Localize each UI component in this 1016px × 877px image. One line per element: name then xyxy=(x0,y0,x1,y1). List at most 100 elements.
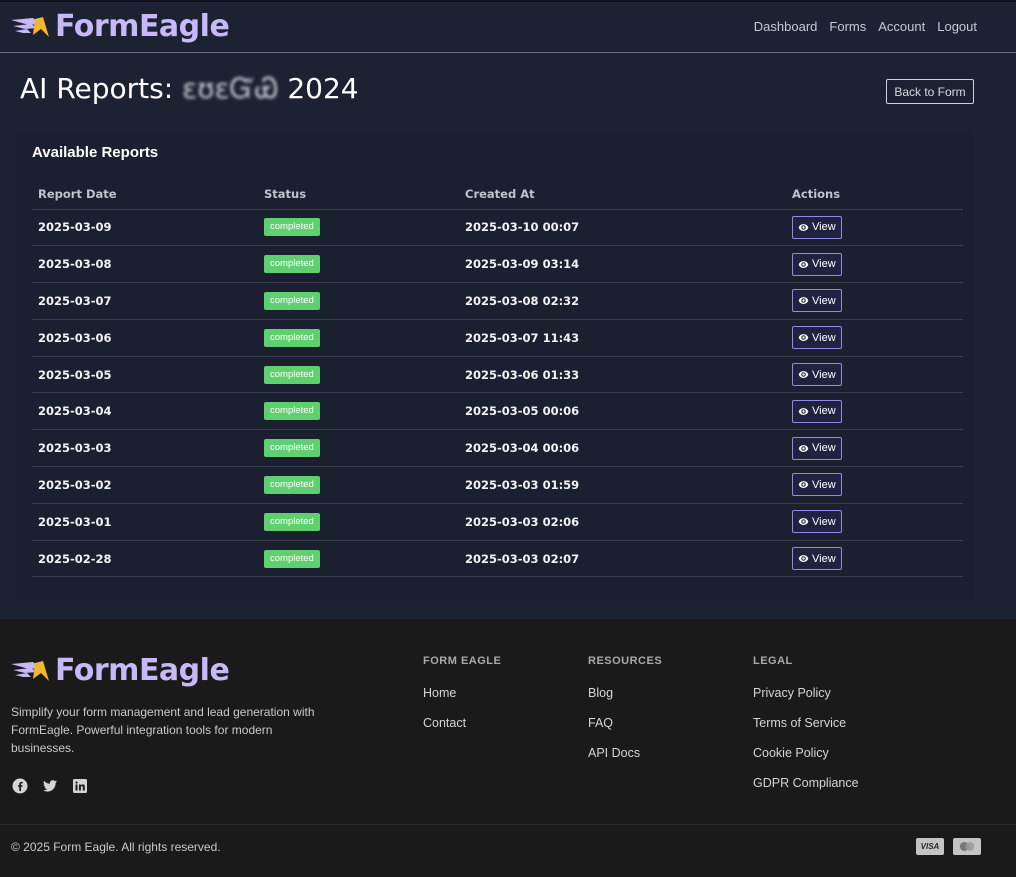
status-cell: completed xyxy=(258,392,459,431)
created-at-cell: 2025-03-09 03:14 xyxy=(459,245,786,284)
eye-icon xyxy=(798,518,809,526)
actions-cell: View xyxy=(786,503,963,541)
status-cell: completed xyxy=(258,245,459,284)
footer-description: Simplify your form management and lead g… xyxy=(11,705,315,755)
page-title-prefix: AI Reports: xyxy=(20,72,174,105)
footer-link-gdpr-compliance[interactable]: GDPR Compliance xyxy=(753,776,859,790)
actions-cell: View xyxy=(786,429,963,468)
view-button-label: View xyxy=(812,478,836,491)
nav-dashboard[interactable]: Dashboard xyxy=(753,19,818,34)
facebook-icon[interactable] xyxy=(11,777,28,794)
table-row: 2025-03-01 completed 2025-03-03 02:06 View xyxy=(32,503,963,541)
eye-icon xyxy=(798,297,809,305)
actions-cell: View xyxy=(786,392,963,431)
nav-forms[interactable]: Forms xyxy=(829,19,867,34)
table-row: 2025-03-04 completed 2025-03-05 00:06 View xyxy=(32,392,963,431)
eye-icon xyxy=(798,444,809,452)
status-cell: completed xyxy=(258,466,459,504)
view-button-label: View xyxy=(812,515,836,528)
page-title: AI Reports: ɛʊɛ᠍ᏳᏯ 2024 xyxy=(20,72,359,106)
eye-icon xyxy=(798,481,809,489)
footer-heading-form-eagle: FORM EAGLE xyxy=(423,655,502,667)
linkedin-icon[interactable] xyxy=(71,777,88,794)
status-badge: completed xyxy=(264,291,320,310)
view-report-button[interactable]: View xyxy=(792,473,842,497)
footer-column-form-eagle: FORM EAGLE Home Contact xyxy=(423,655,501,746)
view-report-button[interactable]: View xyxy=(792,399,842,423)
status-cell: completed xyxy=(258,429,459,468)
report-date-cell: 2025-03-01 xyxy=(32,503,258,541)
mastercard-icon xyxy=(953,838,981,855)
report-date-cell: 2025-03-03 xyxy=(32,429,258,468)
footer-link-privacy-policy[interactable]: Privacy Policy xyxy=(753,686,831,700)
actions-cell: View xyxy=(786,209,963,247)
view-report-button[interactable]: View xyxy=(792,252,842,276)
status-badge: completed xyxy=(264,549,320,568)
nav-logout[interactable]: Logout xyxy=(937,19,977,34)
status-cell: completed xyxy=(258,540,459,578)
footer-link-home[interactable]: Home xyxy=(423,686,457,700)
status-cell: completed xyxy=(258,319,459,357)
column-header-created-at: Created At xyxy=(459,180,786,210)
footer: FormEagle Simplify your form management … xyxy=(0,619,1016,877)
table-row: 2025-03-08 completed 2025-03-09 03:14 View xyxy=(32,245,963,284)
status-badge: completed xyxy=(264,365,320,384)
reports-heading: Available Reports xyxy=(32,144,159,161)
status-badge: completed xyxy=(264,218,320,237)
view-button-label: View xyxy=(812,221,836,234)
view-button-label: View xyxy=(812,552,836,565)
view-report-button[interactable]: View xyxy=(792,326,842,350)
actions-cell: View xyxy=(786,245,963,284)
eagle-logo-icon xyxy=(11,659,51,683)
view-report-button[interactable]: View xyxy=(792,510,842,534)
nav-account[interactable]: Account xyxy=(878,19,926,34)
view-button-label: View xyxy=(812,294,836,307)
table-row: 2025-03-02 completed 2025-03-03 01:59 View xyxy=(32,466,963,504)
view-report-button[interactable]: View xyxy=(792,547,842,571)
reports-table: Report Date Status Created At Actions 20… xyxy=(32,180,963,578)
actions-cell: View xyxy=(786,319,963,357)
column-header-report-date: Report Date xyxy=(32,180,258,210)
report-date-cell: 2025-03-08 xyxy=(32,245,258,284)
table-header-row: Report Date Status Created At Actions xyxy=(32,180,963,210)
status-cell: completed xyxy=(258,282,459,320)
footer-link-api-docs[interactable]: API Docs xyxy=(588,746,641,760)
footer-column-legal: LEGAL Privacy Policy Terms of Service Co… xyxy=(753,655,859,806)
created-at-cell: 2025-03-10 00:07 xyxy=(459,209,786,247)
created-at-cell: 2025-03-04 00:06 xyxy=(459,429,786,468)
header-logo[interactable]: FormEagle xyxy=(11,9,230,44)
view-report-button[interactable]: View xyxy=(792,363,842,387)
footer-link-cookie-policy[interactable]: Cookie Policy xyxy=(753,746,829,760)
view-report-button[interactable]: View xyxy=(792,289,842,313)
report-date-cell: 2025-03-04 xyxy=(32,392,258,431)
eye-icon xyxy=(798,371,809,379)
status-badge: completed xyxy=(264,402,320,421)
status-badge: completed xyxy=(264,475,320,494)
main-nav: Dashboard Forms Account Logout xyxy=(754,19,977,34)
status-badge: completed xyxy=(264,512,320,531)
twitter-icon[interactable] xyxy=(41,777,58,794)
column-header-actions: Actions xyxy=(786,180,963,210)
status-badge: completed xyxy=(264,439,320,458)
report-date-cell: 2025-03-02 xyxy=(32,466,258,504)
actions-cell: View xyxy=(786,466,963,504)
top-navbar: FormEagle Dashboard Forms Account Logout xyxy=(0,0,1016,53)
footer-link-faq[interactable]: FAQ xyxy=(588,716,614,730)
footer-divider xyxy=(0,824,1016,825)
footer-link-terms-of-service[interactable]: Terms of Service xyxy=(753,716,847,730)
reports-card: Available Reports Report Date Status Cre… xyxy=(16,130,973,600)
status-cell: completed xyxy=(258,356,459,394)
back-to-form-button[interactable]: Back to Form xyxy=(886,79,974,104)
footer-brand-name: FormEagle xyxy=(55,653,230,688)
reports-table-body: 2025-03-09 completed 2025-03-10 00:07 View 2… xyxy=(32,209,963,578)
view-report-button[interactable]: View xyxy=(792,215,842,239)
footer-logo[interactable]: FormEagle xyxy=(11,653,230,688)
brand-name: FormEagle xyxy=(55,9,230,44)
copyright-text: © 2025 Form Eagle. All rights reserved. xyxy=(11,840,221,854)
eye-icon xyxy=(798,555,809,562)
table-row: 2025-03-06 completed 2025-03-07 11:43 View xyxy=(32,319,963,357)
eye-icon xyxy=(798,223,809,231)
footer-link-contact[interactable]: Contact xyxy=(423,716,467,730)
footer-link-blog[interactable]: Blog xyxy=(588,686,614,700)
view-report-button[interactable]: View xyxy=(792,436,842,460)
